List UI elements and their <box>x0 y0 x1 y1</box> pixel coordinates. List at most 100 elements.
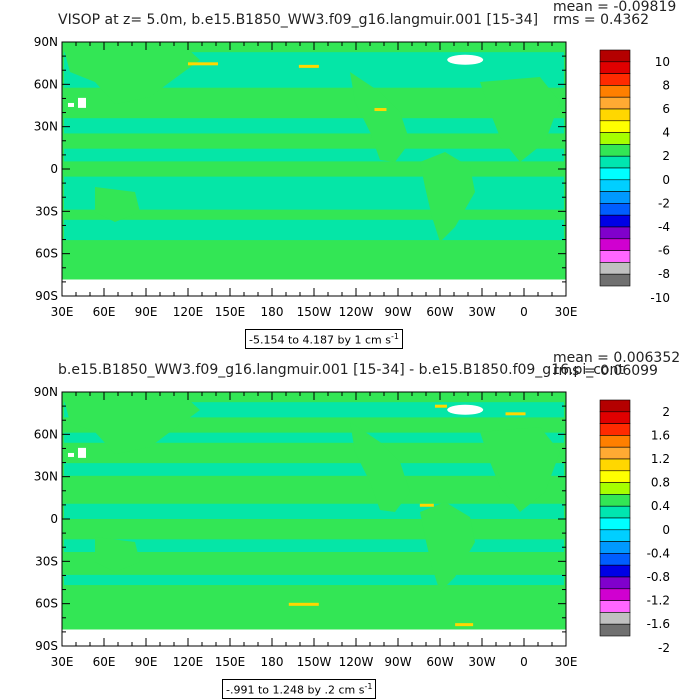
ocean-band <box>64 503 564 519</box>
colorbar-label: -4 <box>658 220 670 234</box>
positive-anomaly-streak <box>374 108 387 112</box>
lon-tick-label: 120E <box>173 305 204 319</box>
lon-tick-label: 90E <box>135 655 158 669</box>
colorbar-label: 0.4 <box>651 499 670 513</box>
lon-tick-label: 30E <box>51 655 74 669</box>
land-mass <box>420 502 475 592</box>
lon-tick-label: 120E <box>173 655 204 669</box>
ocean-band <box>64 176 564 210</box>
lon-tick-label: 150E <box>215 305 246 319</box>
lon-tick-label: 180 <box>261 305 284 319</box>
lon-tick-label: 60E <box>93 655 116 669</box>
land-mass <box>420 152 475 242</box>
colorbar-swatch <box>599 155 631 169</box>
ocean-band <box>64 432 564 443</box>
colorbar-swatch <box>599 458 631 472</box>
positive-anomaly-streak <box>188 62 218 66</box>
ocean-band <box>64 118 564 134</box>
colorbar-swatch <box>599 238 631 251</box>
colorbar-swatch <box>599 262 631 275</box>
colorbar-swatch <box>599 399 631 413</box>
land-mass <box>480 427 560 512</box>
lat-tick-label: 0 <box>50 512 58 526</box>
colorbar-swatch <box>599 576 631 590</box>
colorbar-swatch <box>599 541 631 554</box>
colorbar-swatch <box>599 120 631 133</box>
ocean-band <box>64 463 564 476</box>
land-mass <box>480 77 560 162</box>
lon-tick-label: 60W <box>426 305 453 319</box>
lon-tick-label: 90E <box>135 305 158 319</box>
ocean-band <box>64 574 564 586</box>
colorbar-swatch <box>599 411 631 424</box>
positive-anomaly-streak <box>434 404 447 408</box>
land-mass <box>95 187 140 222</box>
lon-tick-label: 150E <box>215 655 246 669</box>
colorbar-label: 1.6 <box>651 428 670 442</box>
panel-title: VISOP at z= 5.0m, b.e15.B1850_WW3.f09_g1… <box>58 12 539 28</box>
missing-data-region <box>447 54 484 65</box>
land-mass <box>62 42 200 104</box>
colorbar-swatch <box>599 179 631 192</box>
colorbar-swatch <box>599 144 631 157</box>
contour-range-text: -.991 to 1.248 by .2 cm s <box>226 683 365 697</box>
lat-tick-label: 30S <box>35 204 58 218</box>
colorbar-swatch <box>599 214 631 228</box>
lat-tick-label: 0 <box>50 162 58 176</box>
colorbar-label: -6 <box>658 244 670 258</box>
colorbar-swatch <box>599 553 631 566</box>
lat-tick-label: 60S <box>35 247 58 261</box>
contour-range-box: -.991 to 1.248 by .2 cm s-1 <box>222 679 377 699</box>
positive-anomaly-streak <box>455 623 474 627</box>
colorbar-label: -2 <box>658 641 670 655</box>
colorbar-swatch <box>599 191 631 204</box>
land-mass <box>95 537 140 572</box>
lon-tick-label: 0 <box>520 305 528 319</box>
rms-value: rms = 0.4362 <box>553 12 650 28</box>
colorbar-swatch <box>599 470 631 483</box>
colorbar-swatch <box>599 96 631 110</box>
ocean-band <box>64 539 564 553</box>
colorbar-label: 4 <box>662 126 670 140</box>
lon-tick-label: 150W <box>297 655 332 669</box>
colorbar-swatch <box>599 226 631 240</box>
lat-tick-label: 30S <box>35 554 58 568</box>
colorbar-swatch <box>599 529 631 542</box>
colorbar-swatch <box>599 623 631 637</box>
missing-data-region <box>68 452 74 457</box>
colorbar-swatch <box>599 612 631 625</box>
colorbar-label: 8 <box>662 78 670 92</box>
lon-tick-label: 90W <box>384 655 411 669</box>
colorbar-swatch <box>599 423 631 436</box>
positive-anomaly-streak <box>419 503 434 507</box>
missing-data-region <box>68 102 74 107</box>
colorbar-swatch <box>599 61 631 74</box>
lon-tick-label: 90W <box>384 305 411 319</box>
lon-tick-label: 30E <box>51 305 74 319</box>
mean-value: mean = -0.09819 <box>553 0 677 15</box>
lon-tick-label: 150W <box>297 305 332 319</box>
lat-tick-label: 90N <box>34 35 58 49</box>
lat-tick-label: 60S <box>35 597 58 611</box>
lon-tick-label: 120W <box>339 655 374 669</box>
colorbar-swatch <box>599 108 631 122</box>
lat-tick-label: 90S <box>35 639 58 653</box>
colorbar-label: -10 <box>650 291 670 305</box>
ocean-band <box>64 219 564 241</box>
lon-tick-label: 60E <box>93 305 116 319</box>
lat-tick-label: 30N <box>34 120 58 134</box>
colorbar-label: -2 <box>658 196 670 210</box>
lat-tick-label: 60N <box>34 77 58 91</box>
land-mass <box>62 392 200 454</box>
unit-exponent: -1 <box>390 332 399 341</box>
rms-value: rms = 0.06099 <box>553 363 658 379</box>
colorbar-label: 10 <box>655 55 670 69</box>
colorbar-swatch <box>599 73 631 86</box>
colorbar-label: -1.6 <box>647 617 670 631</box>
colorbar-swatch <box>599 167 631 181</box>
colorbar-label: -1.2 <box>647 594 670 608</box>
colorbar-swatch <box>599 600 631 613</box>
land-mass <box>350 72 410 162</box>
mean-value: mean = 0.006352 <box>553 350 681 366</box>
positive-anomaly-streak <box>505 412 526 416</box>
